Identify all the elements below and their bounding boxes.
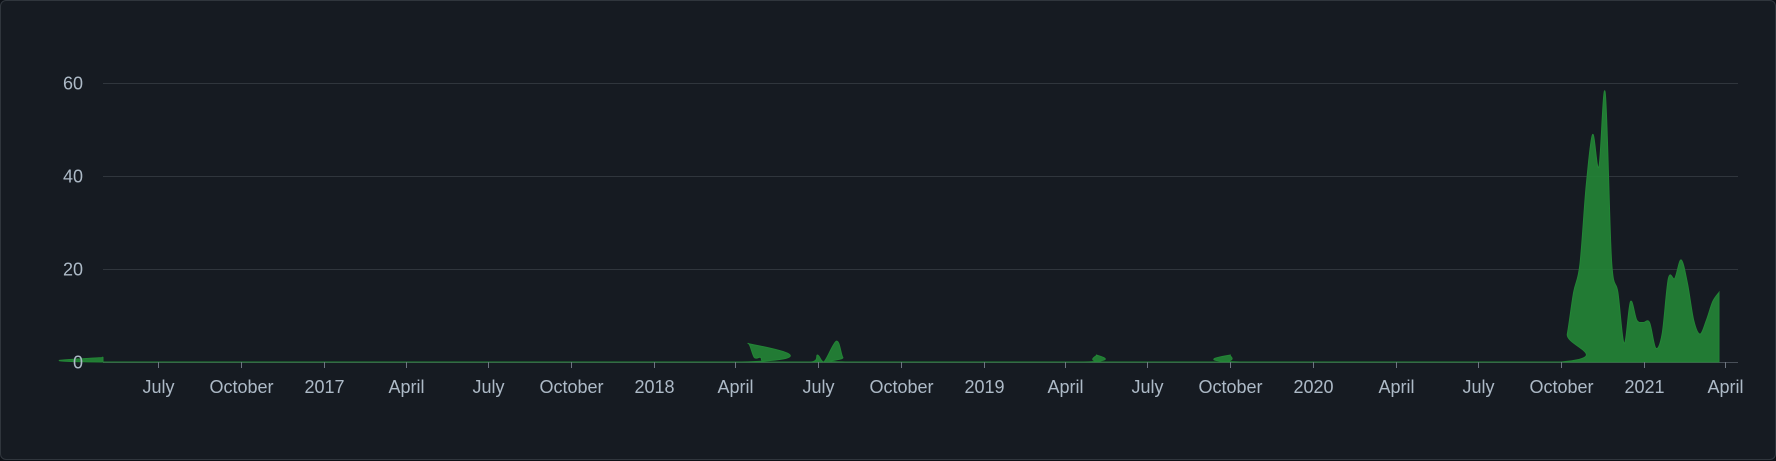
x-axis: July October 2017 April July October 2018 April… xyxy=(142,362,1744,397)
y-tick-label: 0 xyxy=(73,353,83,373)
series-area-0 xyxy=(58,90,1720,363)
x-tick-label: 2018 xyxy=(634,377,674,397)
y-tick-label: 60 xyxy=(63,74,83,94)
x-tick-label: October xyxy=(539,377,603,397)
area-series xyxy=(58,90,1720,363)
x-tick-label: July xyxy=(1462,377,1494,397)
x-tick-label: April xyxy=(1378,377,1414,397)
x-tick-label: 2017 xyxy=(304,377,344,397)
x-tick-label: July xyxy=(802,377,834,397)
x-tick-label: 2020 xyxy=(1293,377,1333,397)
x-tick-label: October xyxy=(209,377,273,397)
x-tick-label: October xyxy=(1198,377,1262,397)
y-axis: 0 20 40 60 xyxy=(63,74,83,373)
y-tick-label: 40 xyxy=(63,167,83,187)
x-tick-label: October xyxy=(869,377,933,397)
y-tick-label: 20 xyxy=(63,260,83,280)
x-tick-label: July xyxy=(472,377,504,397)
x-tick-label: October xyxy=(1529,377,1593,397)
x-tick-label: 2019 xyxy=(964,377,1004,397)
x-tick-label: April xyxy=(717,377,753,397)
x-tick-label: April xyxy=(1707,377,1743,397)
x-tick-label: April xyxy=(1047,377,1083,397)
x-tick-label: 2021 xyxy=(1624,377,1664,397)
gridlines xyxy=(103,83,1738,363)
x-tick-label: July xyxy=(142,377,174,397)
x-tick-label: July xyxy=(1131,377,1163,397)
x-tick-label: April xyxy=(388,377,424,397)
